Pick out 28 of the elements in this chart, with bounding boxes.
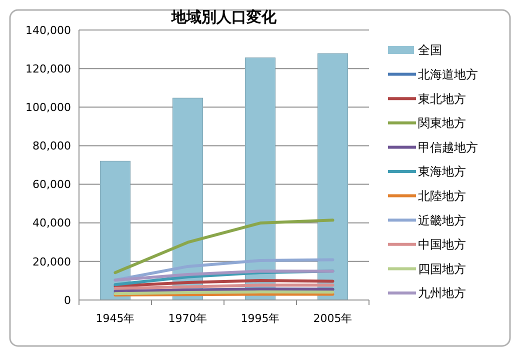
legend-label: 甲信越地方 xyxy=(418,140,478,154)
bar xyxy=(318,53,348,300)
x-tick-label: 1995年 xyxy=(240,312,280,325)
legend-label: 東北地方 xyxy=(418,92,466,106)
y-tick-label: 0 xyxy=(64,294,71,307)
legend-label: 九州地方 xyxy=(418,286,466,300)
legend-label: 全国 xyxy=(418,43,442,58)
x-tick-label: 2005年 xyxy=(313,312,352,325)
legend-label: 北海道地方 xyxy=(418,68,478,82)
legend-label: 北陸地方 xyxy=(418,189,466,203)
bar xyxy=(100,160,130,300)
chart-title: 地域別人口変化 xyxy=(170,8,278,26)
y-tick-label: 100,000 xyxy=(26,100,71,114)
legend-label: 四国地方 xyxy=(418,262,466,276)
x-tick-label: 1970年 xyxy=(168,312,208,325)
y-tick-label: 140,000 xyxy=(26,24,71,37)
x-tick-label: 1945年 xyxy=(96,312,135,325)
y-tick-label: 120,000 xyxy=(26,62,71,76)
y-tick-label: 60,000 xyxy=(32,178,71,192)
line-series xyxy=(114,270,334,282)
y-tick-label: 40,000 xyxy=(32,216,71,230)
legend-label: 中国地方 xyxy=(418,238,466,252)
y-tick-label: 20,000 xyxy=(32,255,71,268)
y-tick-label: 80,000 xyxy=(32,140,71,153)
legend-label: 東海地方 xyxy=(418,164,466,179)
legend-label: 近畿地方 xyxy=(418,213,466,228)
line-series xyxy=(114,218,334,274)
legend-label: 関東地方 xyxy=(418,116,466,130)
